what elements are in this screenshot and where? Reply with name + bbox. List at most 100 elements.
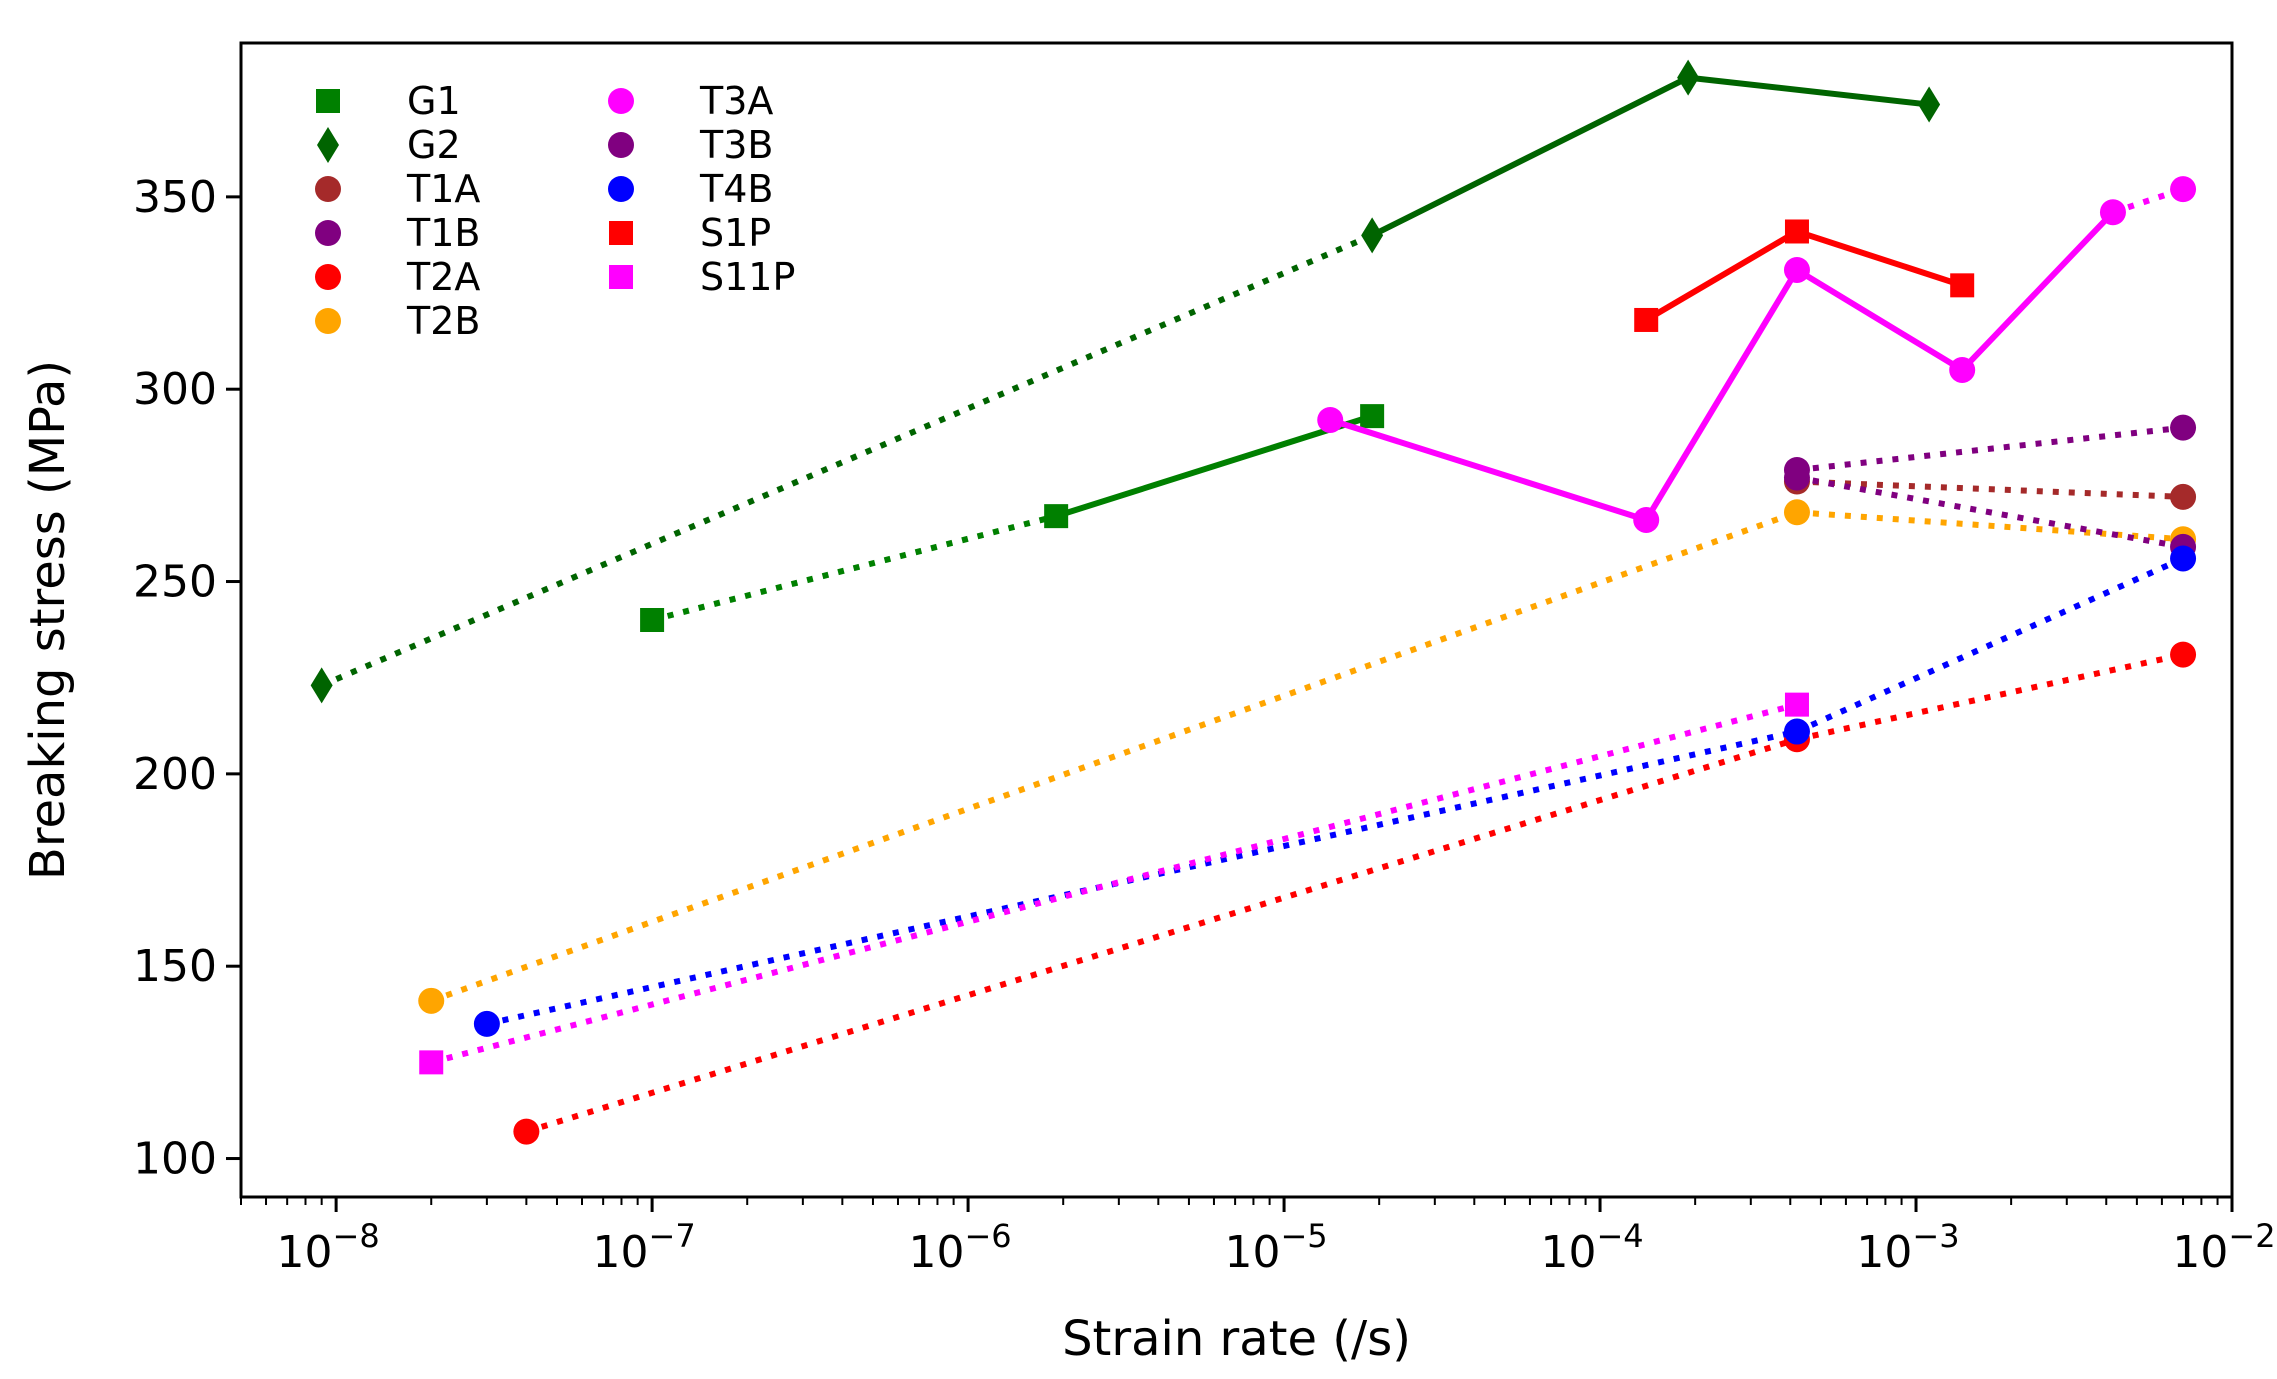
legend-label-t4b: T4B	[699, 167, 773, 211]
series-g2-point	[1677, 59, 1700, 96]
series-g1-line	[651, 513, 1057, 623]
series-t4b	[473, 545, 2197, 1037]
series-t3a-line	[1643, 268, 1800, 522]
legend-marker-t1b	[315, 220, 341, 246]
y-axis: 100 150 200 250 300 350	[133, 172, 241, 1185]
series-t3a-line	[1795, 267, 1964, 373]
x-tick-exponent: −4	[1596, 1217, 1643, 1255]
series-t2a	[513, 641, 2197, 1145]
series-t1b-point	[2170, 414, 2197, 441]
y-axis-label: Breaking stress (MPa)	[20, 360, 76, 880]
legend-entry-t2a: T2A	[315, 255, 480, 299]
series-t3a-point	[2099, 199, 2126, 226]
x-tick-label: 10−5	[1224, 1217, 1327, 1278]
x-tick-exponent: −8	[333, 1217, 380, 1255]
legend-label-s11p: S11P	[700, 255, 795, 299]
x-tick-exponent: −6	[964, 1217, 1011, 1255]
series-layer	[310, 59, 2197, 1145]
y-tick-label: 250	[133, 557, 217, 608]
series-t3a-point	[1633, 506, 1660, 533]
x-tick-base: 10	[1540, 1227, 1596, 1278]
y-tick-label: 350	[133, 172, 217, 223]
series-g1-point	[1360, 404, 1385, 429]
series-s1p	[1634, 219, 1975, 332]
series-t2b-line	[1796, 509, 2184, 543]
series-t2a-line	[1796, 651, 2184, 743]
series-s11p-line	[430, 701, 1798, 1066]
plot-frame	[239, 41, 2234, 1199]
series-t2b-point	[418, 987, 445, 1014]
legend-entry-g2: G2	[317, 123, 461, 167]
x-tick-label: 10−3	[1856, 1217, 1959, 1278]
series-t2b-line	[430, 509, 1798, 1004]
legend-marker-t3a	[608, 88, 634, 114]
x-tick-base: 10	[593, 1227, 649, 1278]
legend-entry-t2b: T2B	[315, 299, 480, 343]
series-t3b-line	[1796, 474, 2184, 550]
series-g2-point	[1361, 217, 1384, 254]
series-t4b-point	[473, 1010, 500, 1037]
series-t2a-point	[2170, 641, 2197, 668]
series-s1p-point	[1950, 273, 1975, 298]
x-tick-exponent: −2	[2228, 1217, 2275, 1255]
y-tick-label: 100	[133, 1134, 217, 1185]
legend-label-t1a: T1A	[406, 167, 480, 211]
legend-entry-t3b: T3B	[608, 123, 773, 167]
series-t1b-line	[1796, 424, 2184, 473]
series-t3a-line	[2112, 186, 2184, 216]
series-t4b-line	[1795, 555, 2185, 735]
y-tick-label: 300	[133, 364, 217, 415]
series-g2-line	[1370, 74, 1690, 239]
legend-marker-t3b	[608, 132, 634, 158]
legend-entry-t1b: T1B	[315, 211, 480, 255]
series-s11p-point	[1784, 692, 1809, 717]
series-t3a	[1317, 176, 2197, 533]
x-tick-base: 10	[908, 1227, 964, 1278]
series-g2-point	[1918, 86, 1941, 123]
x-tick-label: 10−2	[2172, 1217, 2275, 1278]
legend-label-g1: G1	[407, 79, 461, 123]
series-t3a-point	[1317, 406, 1344, 433]
series-g1-point	[640, 608, 665, 632]
legend-label-t1b: T1B	[406, 211, 480, 255]
x-tick-label: 10−8	[277, 1217, 380, 1278]
x-axis-label: Strain rate (/s)	[1062, 1311, 1411, 1367]
series-g1-line	[1055, 413, 1374, 520]
legend-label-t2a: T2A	[406, 255, 480, 299]
legend-marker-t1a	[315, 176, 341, 202]
legend-marker-s1p	[609, 221, 633, 245]
series-t4b-point	[1783, 718, 1810, 745]
legend-marker-t2a	[315, 264, 341, 290]
series-g1-point	[1044, 504, 1069, 529]
legend-marker-t4b	[608, 176, 634, 202]
x-tick-exponent: −7	[649, 1217, 696, 1255]
legend-label-s1p: S1P	[700, 211, 771, 255]
y-tick-label: 150	[133, 941, 217, 992]
legend-marker-g1	[316, 89, 340, 113]
legend-entry-s11p: S11P	[609, 255, 795, 299]
legend-marker-s11p	[609, 265, 633, 289]
x-tick-exponent: −3	[1912, 1217, 1959, 1255]
series-t3a-point	[1949, 356, 1976, 383]
legend-marker-t2b	[315, 308, 341, 334]
legend-entry-t4b: T4B	[608, 167, 773, 211]
series-t3a-line	[1329, 417, 1648, 523]
series-t3a-point	[2170, 176, 2197, 203]
series-g2-line	[1687, 74, 1930, 108]
legend-label-g2: G2	[407, 123, 461, 167]
series-g2-point	[310, 667, 333, 704]
series-t2b-point	[1783, 499, 1810, 526]
x-tick-base: 10	[1856, 1227, 1912, 1278]
series-g1	[640, 404, 1385, 632]
legend-label-t3a: T3A	[699, 79, 773, 123]
x-tick-label: 10−4	[1540, 1217, 1643, 1278]
x-tick-exponent: −5	[1280, 1217, 1327, 1255]
x-axis: 10−8 10−7 10−6 10−5 10−4 10−3 10−2	[240, 1197, 2276, 1278]
series-t3a-line	[1960, 210, 2116, 373]
legend-entry-s1p: S1P	[609, 211, 771, 255]
series-s11p-point	[419, 1050, 444, 1075]
legend-entry-g1: G1	[316, 79, 461, 123]
